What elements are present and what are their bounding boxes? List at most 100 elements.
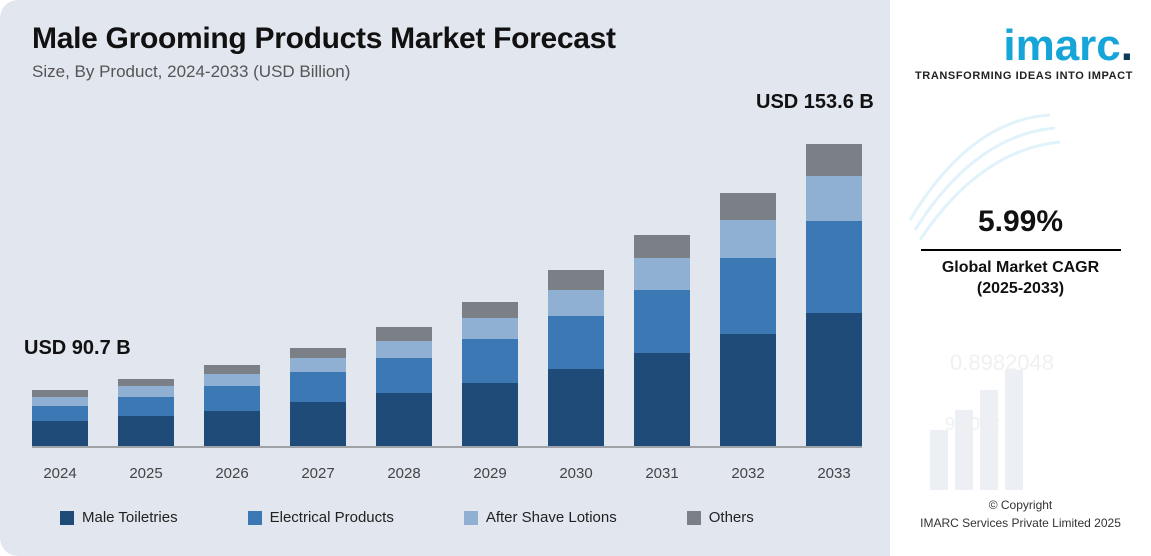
x-tick-label: 2032 xyxy=(720,465,776,482)
legend-label: Electrical Products xyxy=(270,509,394,526)
bar-slot xyxy=(634,235,690,446)
bar-segment xyxy=(806,221,862,312)
x-tick-label: 2029 xyxy=(462,465,518,482)
x-tick-label: 2026 xyxy=(204,465,260,482)
bar-segment xyxy=(720,220,776,259)
stacked-bar xyxy=(204,365,260,446)
bar-segment xyxy=(204,411,260,446)
bar-segment xyxy=(634,353,690,446)
bar-segment xyxy=(376,358,432,393)
bar-segment xyxy=(290,372,346,402)
x-tick-label: 2030 xyxy=(548,465,604,482)
bar-segment xyxy=(118,386,174,397)
bar-segment xyxy=(462,339,518,383)
bar-segment xyxy=(548,369,604,446)
copyright-block: © Copyright IMARC Services Private Limit… xyxy=(890,496,1151,532)
x-tick-label: 2033 xyxy=(806,465,862,482)
bar-segment xyxy=(806,313,862,446)
legend-label: Male Toiletries xyxy=(82,509,178,526)
svg-text:0.8982048: 0.8982048 xyxy=(950,350,1054,375)
stacked-bar xyxy=(462,302,518,446)
chart-title: Male Grooming Products Market Forecast xyxy=(32,22,862,56)
bar-slot: USD 90.7 B xyxy=(32,390,88,446)
bar-callout: USD 153.6 B xyxy=(756,91,874,114)
legend-swatch-icon xyxy=(60,511,74,525)
x-tick-label: 2027 xyxy=(290,465,346,482)
legend-label: Others xyxy=(709,509,754,526)
bar-slot xyxy=(462,302,518,446)
bar-segment xyxy=(462,318,518,339)
cagr-label-2: (2025-2033) xyxy=(912,280,1129,298)
bar-segment xyxy=(720,334,776,446)
x-tick-label: 2031 xyxy=(634,465,690,482)
bar-segment xyxy=(634,290,690,353)
bar-segment xyxy=(32,390,88,397)
bars-row: USD 90.7 B USD 153.6 B xyxy=(32,130,862,446)
bar-segment xyxy=(548,290,604,316)
chart-panel: Male Grooming Products Market Forecast S… xyxy=(0,0,890,556)
cagr-label-1: Global Market CAGR xyxy=(912,259,1129,277)
legend-swatch-icon xyxy=(687,511,701,525)
stacked-bar xyxy=(806,144,862,446)
bar-segment xyxy=(118,379,174,386)
bar-segment xyxy=(290,358,346,372)
cagr-block: 5.99% Global Market CAGR (2025-2033) xyxy=(912,205,1129,298)
bar-segment xyxy=(32,421,88,446)
bar-segment xyxy=(548,316,604,369)
bar-segment xyxy=(204,374,260,386)
cagr-value: 5.99% xyxy=(912,205,1129,239)
bar-segment xyxy=(806,144,862,176)
stacked-bar xyxy=(118,379,174,446)
stacked-bar xyxy=(290,348,346,446)
stacked-bar xyxy=(634,235,690,446)
bar-segment xyxy=(376,341,432,359)
x-axis-line xyxy=(32,446,862,448)
bar-slot: USD 153.6 B xyxy=(806,144,862,446)
bar-segment xyxy=(290,348,346,359)
x-tick-label: 2028 xyxy=(376,465,432,482)
legend-swatch-icon xyxy=(464,511,478,525)
cagr-divider xyxy=(921,249,1121,251)
bar-segment xyxy=(204,365,260,374)
stacked-bar xyxy=(32,390,88,446)
bar-segment xyxy=(376,393,432,446)
bar-segment xyxy=(32,397,88,406)
bar-slot xyxy=(376,327,432,446)
legend-item: After Shave Lotions xyxy=(464,509,617,526)
logo-dot-icon: . xyxy=(1121,21,1133,70)
legend-swatch-icon xyxy=(248,511,262,525)
bar-segment xyxy=(806,176,862,222)
bar-slot xyxy=(548,270,604,446)
bar-segment xyxy=(118,397,174,416)
logo-word: imarc xyxy=(1003,21,1120,70)
chart-subtitle: Size, By Product, 2024-2033 (USD Billion… xyxy=(32,62,862,82)
bar-segment xyxy=(32,406,88,422)
copyright-line-1: © Copyright xyxy=(890,496,1151,514)
svg-text:9.2012: 9.2012 xyxy=(945,414,1000,434)
bar-segment xyxy=(462,302,518,318)
stacked-bar xyxy=(376,327,432,446)
stacked-bar xyxy=(548,270,604,446)
bar-segment xyxy=(376,327,432,341)
logo-text: imarc. xyxy=(908,26,1133,66)
legend-item: Male Toiletries xyxy=(60,509,178,526)
plot-area: USD 90.7 B USD 153.6 B xyxy=(32,130,862,446)
x-tick-label: 2024 xyxy=(32,465,88,482)
brand-logo: imarc. TRANSFORMING IDEAS INTO IMPACT xyxy=(908,26,1133,82)
stacked-bar xyxy=(720,193,776,446)
x-axis-labels: 2024 2025 2026 2027 2028 2029 2030 2031 2032 2033 xyxy=(32,465,862,482)
bar-segment xyxy=(204,386,260,411)
bar-segment xyxy=(720,193,776,219)
chart-legend: Male Toiletries Electrical Products After … xyxy=(60,509,862,526)
bar-slot xyxy=(290,348,346,446)
copyright-line-2: IMARC Services Private Limited 2025 xyxy=(890,514,1151,532)
bar-segment xyxy=(118,416,174,446)
x-tick-label: 2025 xyxy=(118,465,174,482)
side-panel: 0.8982048 9.2012 imarc. TRANSFORMING IDE… xyxy=(890,0,1151,556)
bar-slot xyxy=(720,193,776,446)
bar-segment xyxy=(290,402,346,446)
bar-slot xyxy=(204,365,260,446)
logo-tagline: TRANSFORMING IDEAS INTO IMPACT xyxy=(908,70,1133,82)
bar-segment xyxy=(462,383,518,446)
bar-segment xyxy=(548,270,604,289)
